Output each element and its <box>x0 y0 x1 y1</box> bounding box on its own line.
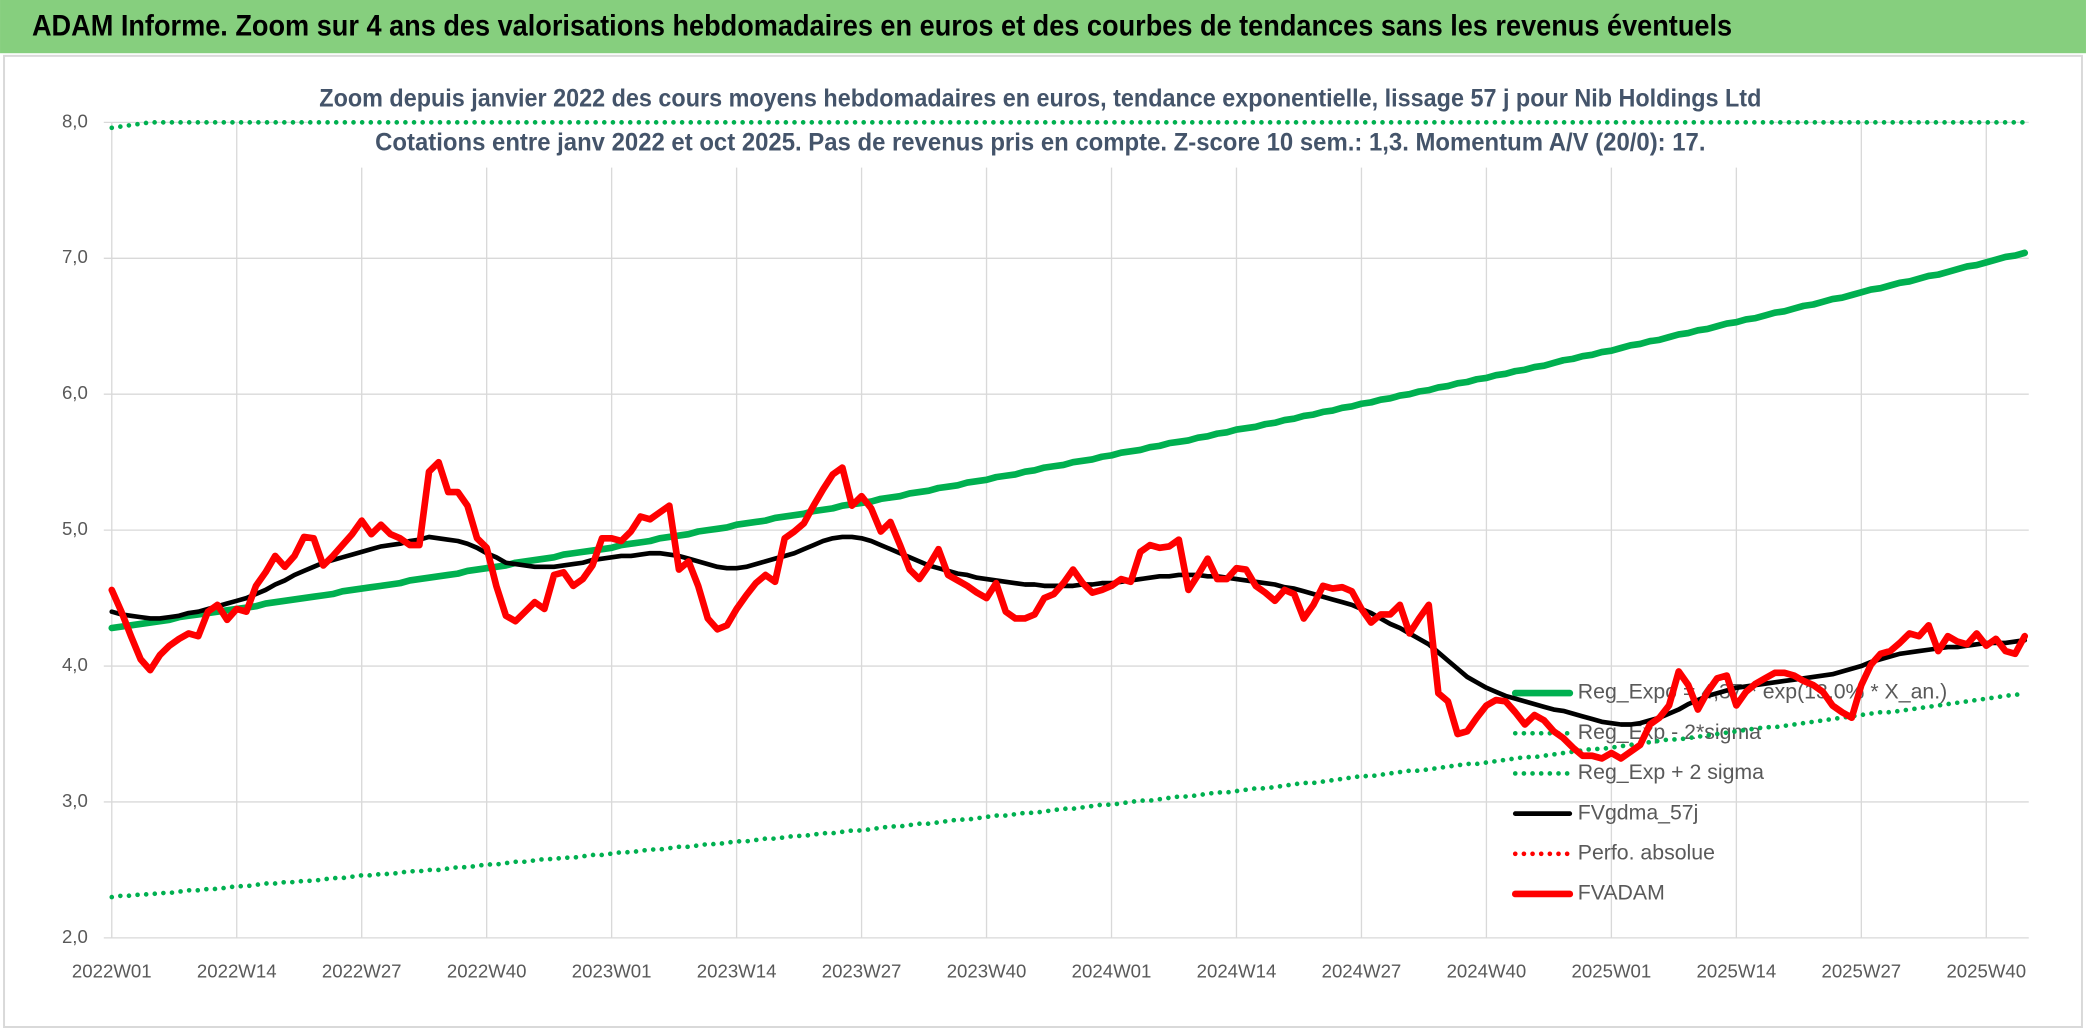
series-line <box>109 120 2028 131</box>
chart-border <box>3 54 2083 1029</box>
x-tick-label: 2025W14 <box>1697 960 1777 981</box>
plot-lines <box>108 120 2029 900</box>
legend-label: Reg_Exp + 2 sigma <box>1578 760 1764 784</box>
x-tick-label: 2022W01 <box>72 960 152 981</box>
y-tick-label: 6,0 <box>62 382 88 403</box>
y-tick-label: 8,0 <box>62 110 88 131</box>
legend-label: FVgdma_57j <box>1578 800 1699 824</box>
chart-title: Zoom depuis janvier 2022 des cours moyen… <box>319 84 1761 112</box>
x-tick-label: 2025W27 <box>1821 960 1901 981</box>
legend-label: FVADAM <box>1578 881 1665 905</box>
x-tick-label: 2022W14 <box>197 960 277 981</box>
x-tick-label: 2024W40 <box>1447 960 1527 981</box>
y-tick-label: 5,0 <box>62 518 88 539</box>
x-tick-label: 2024W27 <box>1322 960 1402 981</box>
chart-subtitle: Cotations entre janv 2022 et oct 2025. P… <box>375 128 1705 156</box>
x-tick-label: 2024W01 <box>1072 960 1152 981</box>
x-tick-label: 2025W40 <box>1946 960 2026 981</box>
x-tick-label: 2025W01 <box>1572 960 1652 981</box>
x-tick-label: 2023W01 <box>572 960 652 981</box>
x-tick-label: 2023W27 <box>822 960 902 981</box>
x-tick-label: 2022W40 <box>447 960 527 981</box>
header-bar <box>0 0 2086 54</box>
series-line <box>108 458 2029 762</box>
x-tick-label: 2022W27 <box>322 960 402 981</box>
x-tick-label: 2024W14 <box>1197 960 1277 981</box>
header-title: ADAM Informe. Zoom sur 4 ans des valoris… <box>32 11 1732 43</box>
series-line <box>109 692 2028 900</box>
y-tick-label: 3,0 <box>62 790 88 811</box>
y-tick-label: 7,0 <box>62 246 88 267</box>
legend-label: Perfo. absolue <box>1578 840 1715 864</box>
series-line <box>108 249 2029 632</box>
x-tick-label: 2023W40 <box>947 960 1027 981</box>
y-tick-label: 4,0 <box>62 654 88 675</box>
grid: 2,0 3,0 4,0 5,0 6,0 7,0 8,0 2022W01 2022W14 2022W… <box>62 110 2029 981</box>
x-tick-label: 2023W14 <box>697 960 777 981</box>
y-tick-label: 2,0 <box>62 926 88 947</box>
